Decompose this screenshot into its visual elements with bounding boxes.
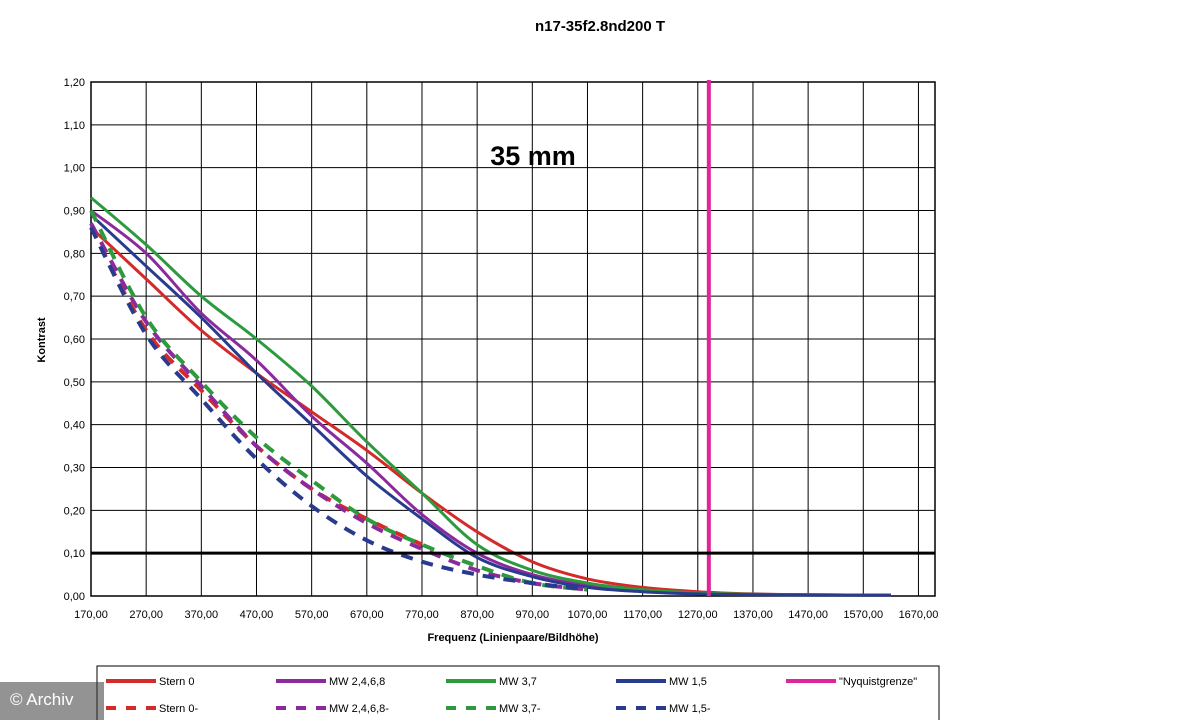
legend-label-8: MW 1,5- [669,703,711,715]
y-tick-label-2: 0,20 [64,505,85,517]
y-tick-label-1: 0,10 [64,548,85,560]
reference-lines [91,80,935,596]
series-line-5 [89,222,588,592]
y-tick-label-4: 0,40 [64,420,85,432]
legend-label-5: Stern 0- [159,703,198,715]
y-tick-label-9: 0,90 [64,206,85,218]
y-tick-label-5: 0,50 [64,377,85,389]
y-tick-label-8: 0,80 [64,248,85,260]
y-axis-title: Kontrast [36,317,48,363]
x-tick-label-6: 770,00 [405,609,439,621]
x-tick-label-0: 170,00 [74,609,108,621]
series-line-7 [89,226,588,592]
legend-label-1: MW 2,4,6,8 [329,676,385,688]
series-line-4 [89,226,423,547]
x-tick-label-7: 870,00 [460,609,494,621]
watermark-backdrop [0,682,104,720]
plot-frame [90,81,936,597]
legend-label-0: Stern 0 [159,676,194,688]
legend-label-6: MW 2,4,6,8- [329,703,389,715]
y-tick-label-12: 1,20 [64,77,85,89]
y-tick-label-10: 1,00 [64,163,85,175]
y-tick-label-7: 0,70 [64,291,85,303]
legend-box [96,665,940,720]
x-tick-label-8: 970,00 [515,609,549,621]
x-tick-label-10: 1170,00 [623,609,662,621]
x-tick-label-15: 1670,00 [899,609,939,621]
legend-label-2: MW 3,7 [499,676,537,688]
grid [90,81,936,597]
x-tick-label-13: 1470,00 [788,609,828,621]
legend-label-3: MW 1,5 [669,676,707,688]
tick-labels: 170,00 270,00 370,00 470,00 570,00 670,00 770,… [64,77,939,621]
legend-label-4: "Nyquistgrenze" [839,676,917,688]
x-tick-label-3: 470,00 [240,609,274,621]
series-line-6 [89,209,588,592]
x-tick-label-1: 270,00 [129,609,163,621]
focal-length-annotation: 35 mm [490,141,576,171]
watermark-text: © Archiv [10,690,74,709]
x-tick-label-2: 370,00 [184,609,218,621]
chart-title: n17-35f2.8nd200 T [535,18,665,35]
legend: Stern 0 MW 2,4,6,8 MW 3,7 MW 1,5 "Nyquistgre… [96,665,940,720]
y-tick-label-6: 0,60 [64,334,85,346]
legend-label-7: MW 3,7- [499,703,541,715]
x-tick-label-4: 570,00 [295,609,329,621]
series-line-3 [89,213,891,597]
x-axis-title: Frequenz (Linienpaare/Bildhöhe) [427,632,598,644]
x-tick-label-14: 1570,00 [843,609,883,621]
y-tick-label-0: 0,00 [64,591,85,603]
x-tick-label-9: 1070,00 [568,609,608,621]
watermark: © Archiv [0,682,104,720]
y-tick-label-11: 1,10 [64,120,85,132]
y-tick-label-3: 0,30 [64,463,85,475]
x-tick-label-5: 670,00 [350,609,384,621]
x-tick-label-12: 1370,00 [733,609,773,621]
x-tick-label-11: 1270,00 [678,609,718,621]
